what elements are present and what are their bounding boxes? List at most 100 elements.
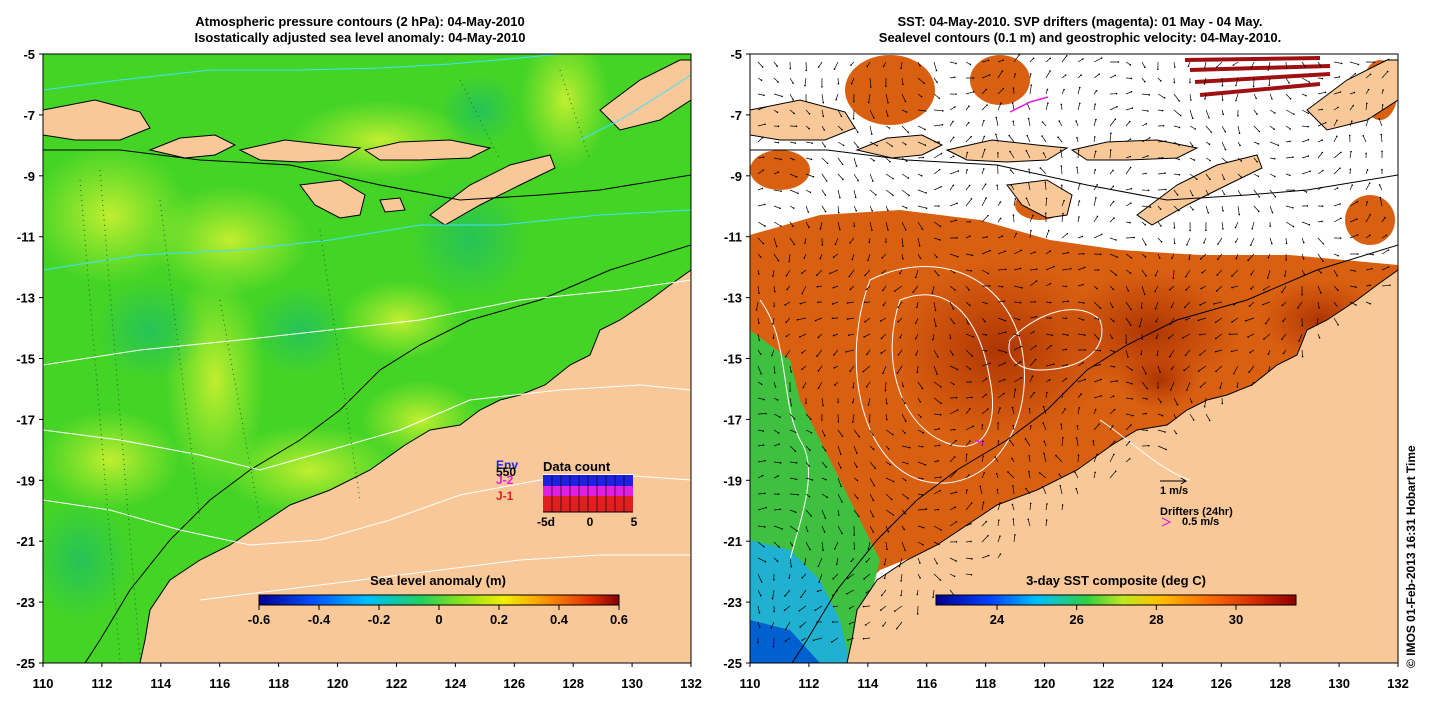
right-title-line2: Sealevel contours (0.1 m) and geostrophi… xyxy=(878,30,1282,45)
data-count-title: Data count xyxy=(543,459,611,474)
right-title-line1: SST: 04-May-2010. SVP drifters (magenta)… xyxy=(897,14,1263,29)
left-lon-tick-110: 110 xyxy=(33,676,54,691)
right-lat-tick--17: -17 xyxy=(723,412,742,427)
right-lon-tick-130: 130 xyxy=(1328,676,1350,691)
right-colorbar-ramp xyxy=(935,594,1297,606)
left-lon-tick-128: 128 xyxy=(562,676,584,691)
sst-colorbar-tick-28: 28 xyxy=(1149,612,1163,627)
left-lon-tick-124: 124 xyxy=(445,676,467,691)
right-lat-tick--21: -21 xyxy=(723,534,742,549)
drifters-label: Drifters (24hr) xyxy=(1160,506,1233,518)
left-colorbar-ramp xyxy=(258,594,620,606)
left-colorbar-ticks: -0.6 -0.4 -0.2 0 0.2 0.4 0.6 xyxy=(248,605,628,627)
left-bathy-contour-north xyxy=(43,149,691,201)
sla-colorbar-tick--0.6: -0.6 xyxy=(248,612,270,627)
right-lat-tick--25: -25 xyxy=(723,656,742,671)
left-lon-tick-130: 130 xyxy=(621,676,643,691)
left-lon-tick-116: 116 xyxy=(209,676,230,691)
right-lat-tick--11: -11 xyxy=(724,230,742,245)
left-lat-tick--19: -19 xyxy=(16,473,35,488)
sla-colorbar-tick-0.6: 0.6 xyxy=(610,612,628,627)
right-colorbar: 3-day SST composite (deg C) 24 26 28 30 xyxy=(935,573,1297,627)
right-lon-tick-126: 126 xyxy=(1210,676,1232,691)
copyright-notice: © IMOS 01-Feb-2013 16:31 Hobart Time xyxy=(1404,445,1418,668)
velocity-scale-label: 1 m/s xyxy=(1160,485,1188,497)
velocity-arrows xyxy=(755,54,1391,648)
left-lat-tick--25: -25 xyxy=(16,656,35,671)
sst-colorbar-tick-30: 30 xyxy=(1229,612,1243,627)
right-lat-tick--9: -9 xyxy=(730,169,742,184)
data-count-xtick-1: 0 xyxy=(587,515,594,529)
right-colorbar-title: 3-day SST composite (deg C) xyxy=(1026,573,1206,588)
pressure-contour-5 xyxy=(43,384,691,471)
left-lon-tick-112: 112 xyxy=(91,676,112,691)
mission-j1-label: J-1 xyxy=(496,489,514,503)
left-lat-tick--17: -17 xyxy=(16,412,35,427)
left-lon-tick-122: 122 xyxy=(386,676,408,691)
data-count-xtick-0: -5d xyxy=(537,515,555,529)
sla-colorbar-tick-0.4: 0.4 xyxy=(550,612,569,627)
right-lat-tick--5: -5 xyxy=(730,47,742,62)
left-title-line1: Atmospheric pressure contours (2 hPa): 0… xyxy=(195,14,525,29)
mission-env-label: Env xyxy=(496,458,518,472)
sla-colorbar-tick--0.2: -0.2 xyxy=(368,612,390,627)
drifter-track-2 xyxy=(974,439,986,445)
sla-colorbar-tick-0: 0 xyxy=(435,612,442,627)
right-lat-tick--23: -23 xyxy=(723,595,742,610)
left-lon-tick-114: 114 xyxy=(150,676,172,691)
mission-j2-label: J-2 xyxy=(496,473,514,487)
right-lon-tick-112: 112 xyxy=(798,676,819,691)
mission-overlap-label: 550 xyxy=(496,465,516,479)
pressure-contour-4 xyxy=(43,279,691,366)
right-lat-tick--7: -7 xyxy=(730,108,742,123)
right-lon-tick-120: 120 xyxy=(1034,676,1056,691)
sla-colorbar-tick-0.2: 0.2 xyxy=(490,612,508,627)
sst-swath-artifact xyxy=(1184,56,1331,97)
right-lat-tick--13: -13 xyxy=(723,291,742,306)
left-lat-tick--7: -7 xyxy=(23,108,35,123)
right-lat-tick--15: -15 xyxy=(723,352,742,367)
left-bathy-contour-shelf xyxy=(84,244,691,663)
pressure-contour-2 xyxy=(43,209,691,271)
right-lon-tick-114: 114 xyxy=(857,676,879,691)
left-lon-tick-118: 118 xyxy=(268,676,289,691)
left-lat-tick--13: -13 xyxy=(16,291,35,306)
right-islands xyxy=(750,59,1398,226)
left-lat-tick--15: -15 xyxy=(16,352,35,367)
right-lon-tick-128: 128 xyxy=(1269,676,1291,691)
left-lat-tick--5: -5 xyxy=(23,47,35,62)
right-axes: 110 112 114 116 118 120 122 124 126 128 130 132 -5 -7… xyxy=(723,47,1409,691)
data-count-xtick-2: 5 xyxy=(631,515,638,529)
pressure-contour-7 xyxy=(199,554,691,601)
left-title-line2: Isostatically adjusted sea level anomaly… xyxy=(194,30,526,45)
drifter-track-1 xyxy=(1009,96,1049,113)
right-map xyxy=(750,54,1398,663)
sst-colorbar-tick-26: 26 xyxy=(1069,612,1083,627)
left-lon-tick-126: 126 xyxy=(503,676,525,691)
left-australia xyxy=(139,269,691,663)
right-colorbar-ticks: 24 26 28 30 xyxy=(990,605,1243,627)
sealevel-contours xyxy=(759,266,1191,561)
sst-colorbar-tick-24: 24 xyxy=(990,612,1005,627)
right-lon-tick-124: 124 xyxy=(1152,676,1174,691)
left-title: Atmospheric pressure contours (2 hPa): 0… xyxy=(110,14,610,46)
left-lon-tick-132: 132 xyxy=(680,676,702,691)
right-lon-tick-122: 122 xyxy=(1093,676,1115,691)
left-lat-tick--23: -23 xyxy=(16,595,35,610)
left-axes: 110 112 114 116 118 120 122 124 126 128 130 132 -5 -7… xyxy=(16,47,702,691)
right-lon-tick-110: 110 xyxy=(740,676,761,691)
left-lon-tick-120: 120 xyxy=(327,676,349,691)
pressure-contour-3 xyxy=(579,74,691,141)
data-count-bars xyxy=(543,474,633,513)
left-map xyxy=(43,54,691,663)
data-count-inset: Env 550 J-2 J-1 Data count -5d 0 5 xyxy=(496,458,638,529)
pressure-contour-1 xyxy=(43,54,561,91)
right-title: SST: 04-May-2010. SVP drifters (magenta)… xyxy=(770,14,1390,46)
velocity-legend: 1 m/s Drifters (24hr) 0.5 m/s xyxy=(1160,477,1233,528)
right-lon-tick-118: 118 xyxy=(975,676,996,691)
left-lat-tick--9: -9 xyxy=(23,169,35,184)
sla-colorbar-tick--0.4: -0.4 xyxy=(308,612,331,627)
left-lat-tick--11: -11 xyxy=(17,230,35,245)
right-lon-tick-116: 116 xyxy=(916,676,937,691)
